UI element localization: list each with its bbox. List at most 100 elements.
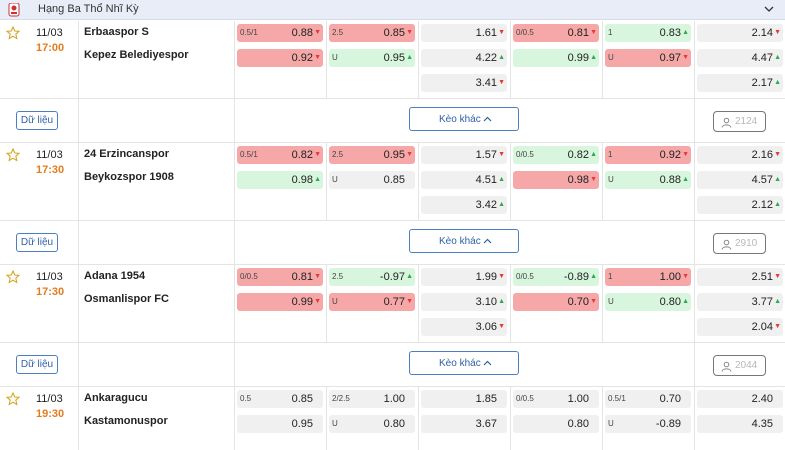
data-button[interactable]: Dữ liệu <box>16 111 58 130</box>
odds-cell[interactable]: 3.77 ▲ <box>697 293 783 311</box>
odds-cell[interactable]: 1.85 <box>421 390 507 408</box>
odds-cell[interactable]: 2.12 ▲ <box>697 196 783 214</box>
more-odds-button[interactable]: Kèo khác <box>409 229 519 253</box>
odds-handicap-label: 2.5 <box>332 272 344 281</box>
viewer-count-box[interactable]: 2910 <box>713 233 766 254</box>
arrow-up-icon: ▲ <box>682 298 689 305</box>
odds-cell[interactable]: 2.17 ▲ <box>697 74 783 92</box>
odds-cell[interactable]: 1.57 ▼ <box>421 146 507 164</box>
odds-cell[interactable]: 0.70 ▼ <box>513 293 599 311</box>
odds-cell[interactable]: 2.5 -0.97 ▲ <box>329 268 415 286</box>
more-odds-button[interactable]: Kèo khác <box>409 351 519 375</box>
odds-cell[interactable]: 0.5 0.85 <box>237 390 323 408</box>
odds-cell[interactable]: 0/0.5 -0.89 ▲ <box>513 268 599 286</box>
column-divider <box>694 343 695 387</box>
odds-cell[interactable]: 1 0.92 ▼ <box>605 146 691 164</box>
odds-cell[interactable]: 3.10 ▲ <box>421 293 507 311</box>
odds-cell[interactable]: 4.35 <box>697 415 783 433</box>
odds-cell[interactable]: 0/0.5 1.00 <box>513 390 599 408</box>
odds-cell[interactable]: 0/0.5 0.81 ▼ <box>513 24 599 42</box>
league-header[interactable]: Hạng Ba Thổ Nhĩ Kỳ <box>0 0 785 20</box>
odds-cell[interactable]: 0.99 ▼ <box>237 293 323 311</box>
league-logo-icon <box>8 3 20 17</box>
column-divider <box>602 387 603 450</box>
odds-value: 1.00 <box>383 393 405 405</box>
home-team[interactable]: Ankaragucu <box>84 392 148 404</box>
odds-cell[interactable]: U 0.80 <box>329 415 415 433</box>
odds-cell[interactable]: 3.06 ▼ <box>421 318 507 336</box>
odds-cell[interactable]: 2.5 0.85 ▼ <box>329 24 415 42</box>
arrow-up-icon: ▲ <box>774 201 781 208</box>
chevron-down-icon[interactable] <box>763 3 775 15</box>
odds-value: 2.40 <box>751 393 773 405</box>
odds-cell[interactable]: 2.04 ▼ <box>697 318 783 336</box>
odds-cell[interactable]: 1.61 ▼ <box>421 24 507 42</box>
odds-cell[interactable]: 4.22 ▲ <box>421 49 507 67</box>
odds-value: 0.70 <box>567 296 589 308</box>
odds-cell[interactable]: 0.5/1 0.88 ▼ <box>237 24 323 42</box>
odds-cell[interactable]: U 0.88 ▲ <box>605 171 691 189</box>
odds-cell[interactable]: 2.14 ▼ <box>697 24 783 42</box>
odds-cell[interactable]: 0/0.5 0.82 ▲ <box>513 146 599 164</box>
odds-cell[interactable]: U 0.97 ▼ <box>605 49 691 67</box>
odds-handicap-label: 0/0.5 <box>516 28 534 37</box>
odds-value: 3.67 <box>475 418 497 430</box>
odds-cell[interactable]: 0.5/1 0.70 <box>605 390 691 408</box>
odds-cell[interactable]: U -0.89 <box>605 415 691 433</box>
odds-value: 4.35 <box>751 418 773 430</box>
home-team[interactable]: 24 Erzincanspor <box>84 148 169 160</box>
data-button[interactable]: Dữ liệu <box>16 233 58 252</box>
odds-value: 0.77 <box>383 296 405 308</box>
odds-cell[interactable]: 4.57 ▲ <box>697 171 783 189</box>
odds-cell[interactable]: 2.40 <box>697 390 783 408</box>
odds-cell[interactable]: 0.98 ▼ <box>513 171 599 189</box>
odds-cell[interactable]: 0.99 ▲ <box>513 49 599 67</box>
away-team[interactable]: Osmanlispor FC <box>84 293 169 305</box>
odds-cell[interactable]: 2.5 0.95 ▼ <box>329 146 415 164</box>
match-row: 11/03 17:30 Adana 1954 Osmanlispor FC 0/0.5 0… <box>0 265 785 343</box>
favorite-star-icon[interactable] <box>6 26 20 40</box>
odds-value: 0.88 <box>659 174 681 186</box>
odds-cell[interactable]: 1 1.00 ▼ <box>605 268 691 286</box>
odds-handicap-label: U <box>332 419 338 428</box>
odds-cell[interactable]: 3.41 ▼ <box>421 74 507 92</box>
odds-cell[interactable]: 0.92 ▼ <box>237 49 323 67</box>
favorite-star-icon[interactable] <box>6 270 20 284</box>
odds-cell[interactable]: 2.51 ▼ <box>697 268 783 286</box>
more-odds-button[interactable]: Kèo khác <box>409 107 519 131</box>
away-team[interactable]: Beykozspor 1908 <box>84 171 174 183</box>
viewer-count-box[interactable]: 2044 <box>713 355 766 376</box>
favorite-star-icon[interactable] <box>6 148 20 162</box>
odds-cell[interactable]: 1.99 ▼ <box>421 268 507 286</box>
odds-cell[interactable]: 4.47 ▲ <box>697 49 783 67</box>
odds-cell[interactable]: 2.16 ▼ <box>697 146 783 164</box>
odds-cell[interactable]: 0.5/1 0.82 ▼ <box>237 146 323 164</box>
odds-value: 0.82 <box>567 149 589 161</box>
arrow-down-icon: ▼ <box>498 79 505 86</box>
odds-cell[interactable]: 0/0.5 0.81 ▼ <box>237 268 323 286</box>
odds-cell[interactable]: 3.67 <box>421 415 507 433</box>
odds-value: 4.47 <box>751 52 773 64</box>
odds-cell[interactable]: U 0.95 ▲ <box>329 49 415 67</box>
odds-cell[interactable]: 3.42 ▲ <box>421 196 507 214</box>
away-team[interactable]: Kepez Belediyespor <box>84 49 189 61</box>
odds-cell[interactable]: 4.51 ▲ <box>421 171 507 189</box>
odds-cell[interactable]: 0.80 <box>513 415 599 433</box>
odds-cell[interactable]: U 0.77 ▼ <box>329 293 415 311</box>
odds-cell[interactable]: 1 0.83 ▲ <box>605 24 691 42</box>
odds-cell[interactable]: U 0.80 ▲ <box>605 293 691 311</box>
odds-cell[interactable]: U 0.85 <box>329 171 415 189</box>
viewer-count-box[interactable]: 2124 <box>713 111 766 132</box>
data-button[interactable]: Dữ liệu <box>16 355 58 374</box>
column-divider <box>602 21 603 99</box>
home-team[interactable]: Erbaaspor S <box>84 26 149 38</box>
odds-cell[interactable]: 0.95 <box>237 415 323 433</box>
odds-value: 2.04 <box>751 321 773 333</box>
favorite-star-icon[interactable] <box>6 392 20 406</box>
odds-cell[interactable]: 0.98 ▲ <box>237 171 323 189</box>
home-team[interactable]: Adana 1954 <box>84 270 146 282</box>
odds-value: -0.89 <box>563 271 589 283</box>
arrow-down-icon: ▼ <box>590 298 597 305</box>
away-team[interactable]: Kastamonuspor <box>84 415 168 427</box>
odds-cell[interactable]: 2/2.5 1.00 <box>329 390 415 408</box>
